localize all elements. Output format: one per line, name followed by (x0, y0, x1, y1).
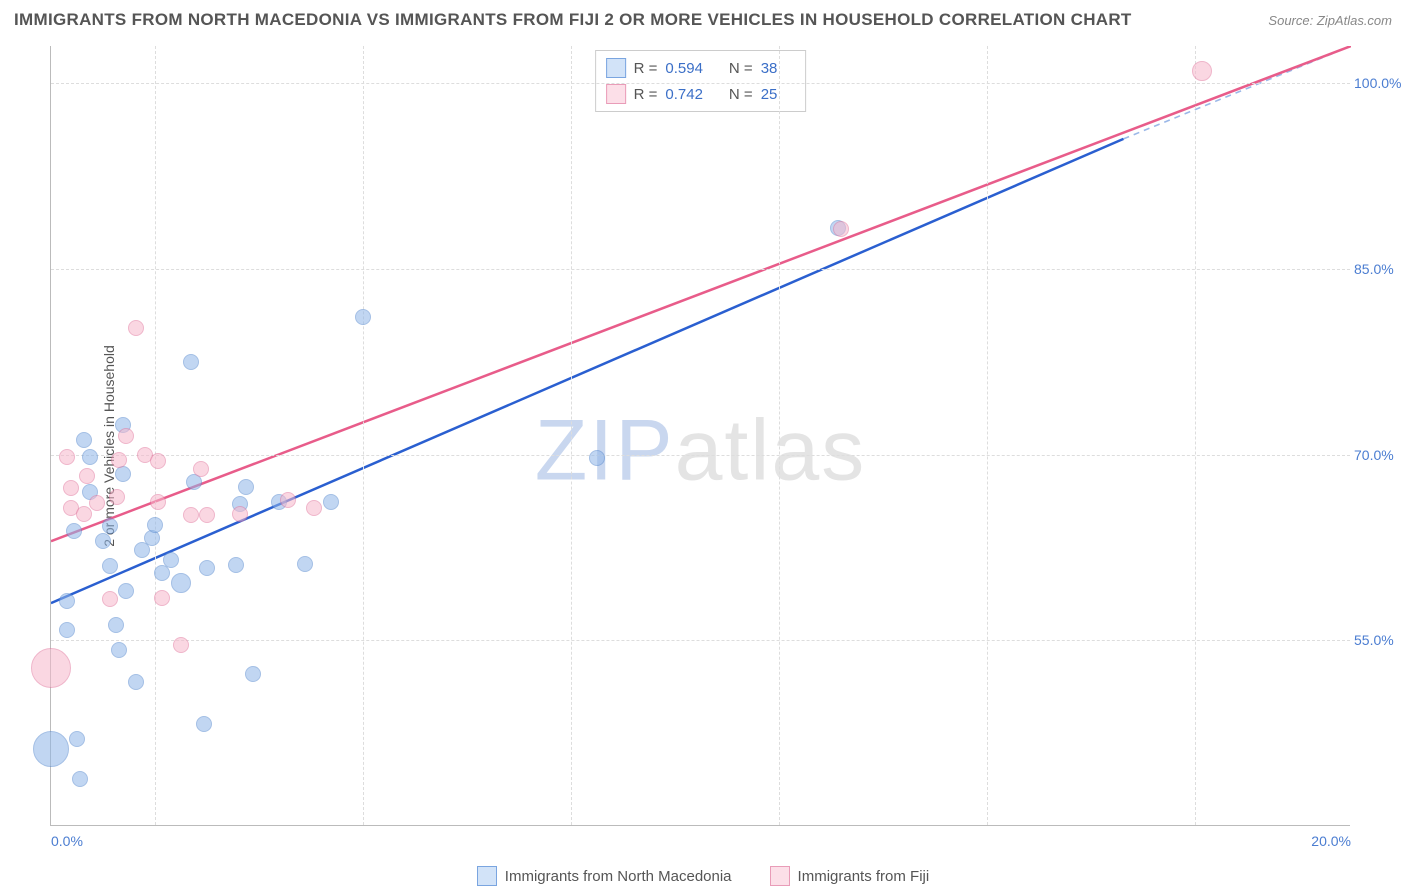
swatch-icon (770, 866, 790, 886)
scatter-point (193, 461, 209, 477)
legend-item-series2: Immigrants from Fiji (770, 866, 930, 886)
legend-label-2: Immigrants from Fiji (798, 868, 930, 885)
scatter-point (280, 492, 296, 508)
scatter-point (66, 523, 82, 539)
stats-legend: R = 0.594 N = 38 R = 0.742 N = 25 (595, 50, 807, 112)
gridline-h (51, 640, 1350, 641)
gridline-h (51, 455, 1350, 456)
scatter-point (150, 453, 166, 469)
gridline-v (779, 46, 780, 825)
n-value-2: 25 (761, 86, 778, 103)
legend-label-1: Immigrants from North Macedonia (505, 868, 732, 885)
scatter-point (69, 731, 85, 747)
scatter-point (323, 494, 339, 510)
gridline-v (363, 46, 364, 825)
scatter-point (33, 731, 69, 767)
scatter-point (59, 593, 75, 609)
gridline-v (155, 46, 156, 825)
scatter-point (128, 674, 144, 690)
watermark: ZIPatlas (535, 402, 866, 501)
scatter-point (118, 583, 134, 599)
trend-lines (51, 46, 1351, 826)
r-label-1: R = (634, 60, 658, 77)
scatter-point (59, 622, 75, 638)
chart-title: IMMIGRANTS FROM NORTH MACEDONIA VS IMMIG… (14, 10, 1132, 30)
source-attribution: Source: ZipAtlas.com (1268, 13, 1392, 28)
scatter-point (306, 500, 322, 516)
scatter-point (154, 565, 170, 581)
scatter-point (147, 517, 163, 533)
watermark-zip: ZIP (535, 403, 675, 499)
r-value-1: 0.594 (665, 60, 703, 77)
scatter-point (1192, 61, 1212, 81)
gridline-v (571, 46, 572, 825)
scatter-point (589, 450, 605, 466)
scatter-point (109, 489, 125, 505)
scatter-point (173, 637, 189, 653)
scatter-point (163, 552, 179, 568)
scatter-point (238, 479, 254, 495)
scatter-point (118, 428, 134, 444)
scatter-point (82, 449, 98, 465)
scatter-point (833, 221, 849, 237)
scatter-point (199, 507, 215, 523)
scatter-point (228, 557, 244, 573)
y-tick-label: 70.0% (1354, 447, 1406, 463)
scatter-point (128, 320, 144, 336)
n-label-1: N = (729, 60, 753, 77)
scatter-point (59, 449, 75, 465)
swatch-series1 (606, 58, 626, 78)
swatch-series2 (606, 84, 626, 104)
r-value-2: 0.742 (665, 86, 703, 103)
stats-row-series1: R = 0.594 N = 38 (606, 55, 796, 81)
scatter-point (76, 506, 92, 522)
scatter-point (102, 558, 118, 574)
scatter-point (111, 642, 127, 658)
x-tick-label: 0.0% (51, 833, 83, 849)
scatter-point (196, 716, 212, 732)
n-value-1: 38 (761, 60, 778, 77)
scatter-point (245, 666, 261, 682)
scatter-point (154, 590, 170, 606)
legend-item-series1: Immigrants from North Macedonia (477, 866, 732, 886)
scatter-point (111, 452, 127, 468)
scatter-point (183, 507, 199, 523)
scatter-point (150, 494, 166, 510)
scatter-point (72, 771, 88, 787)
scatter-point (171, 573, 191, 593)
scatter-point (95, 533, 111, 549)
gridline-h (51, 269, 1350, 270)
scatter-point (183, 354, 199, 370)
n-label-2: N = (729, 86, 753, 103)
chart-header: IMMIGRANTS FROM NORTH MACEDONIA VS IMMIG… (14, 10, 1392, 30)
scatter-point (63, 480, 79, 496)
y-tick-label: 100.0% (1354, 75, 1406, 91)
scatter-point (89, 495, 105, 511)
gridline-h (51, 83, 1350, 84)
scatter-chart: ZIPatlas R = 0.594 N = 38 R = 0.742 N = … (50, 46, 1350, 826)
gridline-v (987, 46, 988, 825)
scatter-point (355, 309, 371, 325)
x-tick-label: 20.0% (1311, 833, 1351, 849)
scatter-point (199, 560, 215, 576)
scatter-point (102, 518, 118, 534)
stats-row-series2: R = 0.742 N = 25 (606, 81, 796, 107)
bottom-legend: Immigrants from North Macedonia Immigran… (0, 866, 1406, 886)
source-label: Source: (1268, 13, 1313, 28)
scatter-point (79, 468, 95, 484)
source-value: ZipAtlas.com (1317, 13, 1392, 28)
scatter-point (76, 432, 92, 448)
gridline-v (1195, 46, 1196, 825)
scatter-point (115, 466, 131, 482)
scatter-point (102, 591, 118, 607)
y-tick-label: 85.0% (1354, 261, 1406, 277)
scatter-point (297, 556, 313, 572)
y-tick-label: 55.0% (1354, 632, 1406, 648)
r-label-2: R = (634, 86, 658, 103)
scatter-point (108, 617, 124, 633)
swatch-icon (477, 866, 497, 886)
scatter-point (31, 648, 71, 688)
scatter-point (232, 506, 248, 522)
watermark-atlas: atlas (675, 403, 867, 499)
